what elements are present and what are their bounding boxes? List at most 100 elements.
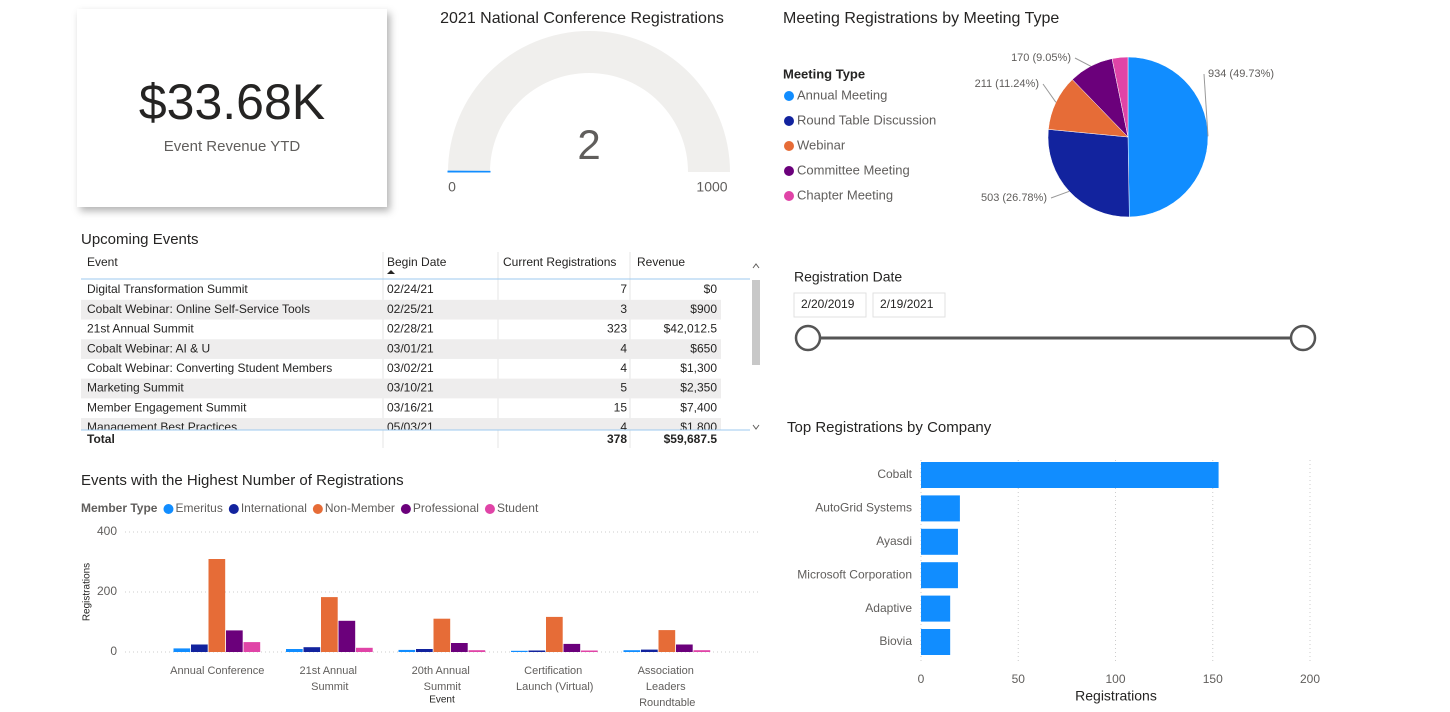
table-cell: 03/01/21 <box>387 341 434 355</box>
bar <box>921 629 950 655</box>
table-cell: Cobalt Webinar: AI & U <box>87 341 210 355</box>
legend-title: Meeting Type <box>783 66 865 81</box>
legend-label: Annual Meeting <box>797 87 887 102</box>
bar <box>304 647 321 652</box>
column-header: Begin Date <box>387 255 447 269</box>
bar <box>921 529 958 555</box>
legend-title: Member Type <box>81 501 158 515</box>
y-tick-label: Microsoft Corporation <box>797 567 912 581</box>
y-tick-label: Cobalt <box>877 467 912 481</box>
bar <box>286 649 303 652</box>
leader-line <box>1043 84 1056 102</box>
data-label: 211 (11.24%) <box>975 78 1039 90</box>
legend-marker <box>485 504 495 514</box>
table-cell: Marketing Summit <box>87 381 184 395</box>
bar <box>244 642 261 652</box>
x-tick-label: Certification Launch (Virtual) <box>516 665 593 693</box>
y-tick-label: Ayasdi <box>876 534 912 548</box>
table-cell: 02/28/21 <box>387 322 434 336</box>
scroll-up[interactable] <box>753 264 759 268</box>
bar <box>451 643 468 652</box>
table-cell: $2,350 <box>680 381 717 395</box>
gauge-min: 0 <box>448 179 456 195</box>
bar <box>226 630 243 652</box>
table-cell: 02/25/21 <box>387 302 434 316</box>
x-tick-label: 0 <box>918 672 925 686</box>
y-tick-label: AutoGrid Systems <box>815 501 912 515</box>
bar <box>511 651 528 652</box>
legend-marker <box>784 141 794 151</box>
bar <box>921 495 960 521</box>
table-cell: 5 <box>620 381 627 395</box>
legend-label: Chapter Meeting <box>797 187 893 202</box>
table-cell: 03/02/21 <box>387 361 434 375</box>
bar <box>356 648 373 652</box>
x-tick-label: 150 <box>1203 672 1223 686</box>
slider-handle[interactable] <box>1291 326 1315 350</box>
x-tick-label: 200 <box>1300 672 1320 686</box>
legend-marker <box>163 504 173 514</box>
table-cell: Member Engagement Summit <box>87 400 247 414</box>
bar <box>529 651 546 653</box>
sort-arrow <box>387 270 395 274</box>
bar <box>546 617 563 652</box>
table-cell: $900 <box>690 302 717 316</box>
table-cell: 05/03/21 <box>387 420 434 434</box>
bar <box>921 596 950 622</box>
table-cell: $0 <box>704 282 718 296</box>
table-cell: 03/16/21 <box>387 400 434 414</box>
bar <box>416 649 433 652</box>
table-cell: 15 <box>614 400 628 414</box>
y-tick-label: 400 <box>97 524 117 538</box>
y-tick-label: 200 <box>97 584 117 598</box>
bar <box>659 630 676 652</box>
bar <box>921 562 958 588</box>
table-body: Digital Transformation Summit02/24/217$0… <box>81 282 721 438</box>
scroll-thumb[interactable] <box>752 280 760 365</box>
legend-label: Non-Member <box>325 501 395 515</box>
table-cell: 4 <box>620 361 627 375</box>
slicer-end: 2/19/2021 <box>880 297 934 311</box>
table-title: Upcoming Events <box>81 231 199 248</box>
table-cell: 323 <box>607 322 627 336</box>
bar <box>469 650 486 652</box>
table-cell: 7 <box>620 282 627 296</box>
slider-handle[interactable] <box>796 326 820 350</box>
column-header: Revenue <box>637 255 685 269</box>
x-tick-label: 20th Annual Summit <box>412 665 473 693</box>
legend-marker <box>784 91 794 101</box>
x-tick-label: 21st Annual Summit <box>299 665 360 693</box>
bar <box>209 559 226 652</box>
bar <box>174 648 191 652</box>
x-tick-label: Association Leaders Roundtable <box>638 665 697 709</box>
data-label: 503 (26.78%) <box>981 192 1047 204</box>
leader-line <box>1051 191 1069 198</box>
table-cell: 02/24/21 <box>387 282 434 296</box>
x-axis-title: Event <box>429 695 455 706</box>
bar <box>434 619 451 652</box>
x-axis-title: Registrations <box>1075 688 1157 704</box>
y-tick-label: 0 <box>110 644 117 658</box>
kpi-value: $33.68K <box>139 74 325 130</box>
gauge-value <box>448 171 490 172</box>
pie-slice <box>1128 57 1208 217</box>
legend-label: Student <box>497 501 539 515</box>
legend-label: Webinar <box>797 137 846 152</box>
table-cell: $7,400 <box>680 400 717 414</box>
data-label: 934 (49.73%) <box>1208 68 1274 80</box>
bar <box>321 597 338 652</box>
y-tick-label: Biovia <box>879 634 912 648</box>
gauge-value-label: 2 <box>577 121 600 168</box>
chart-title: Meeting Registrations by Meeting Type <box>783 10 1059 27</box>
scroll-down[interactable] <box>753 425 759 429</box>
bar <box>399 650 416 652</box>
column-header: Event <box>87 255 118 269</box>
legend-label: Round Table Discussion <box>797 112 936 127</box>
table-cell: 4 <box>620 341 627 355</box>
leader-line <box>1075 58 1091 66</box>
bar <box>921 462 1219 488</box>
x-tick-label: Annual Conference <box>170 665 264 677</box>
legend-label: Professional <box>413 501 479 515</box>
